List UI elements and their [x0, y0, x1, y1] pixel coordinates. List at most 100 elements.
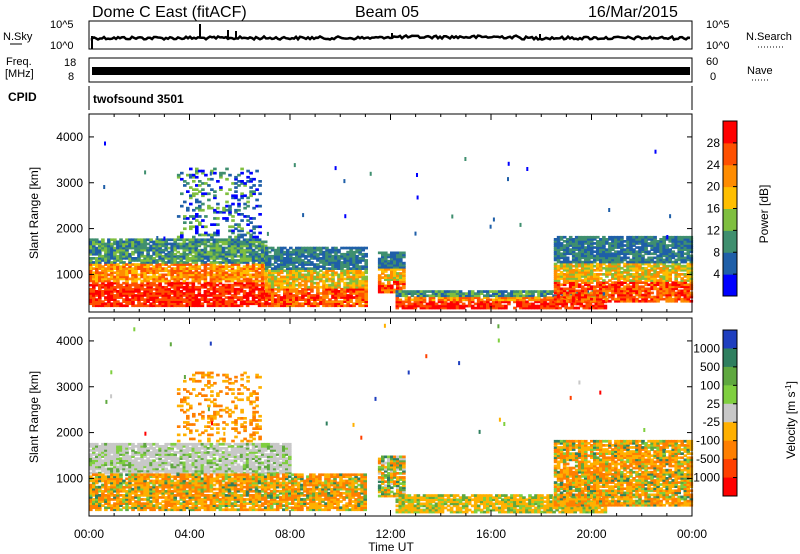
echo-cell [107, 300, 111, 303]
echo-cell [626, 240, 630, 243]
echo-cell [440, 296, 445, 300]
echo-cell [179, 298, 184, 301]
echo-cell [343, 246, 347, 250]
echo-cell [404, 306, 409, 310]
echo-cell [149, 263, 153, 266]
echo-cell [228, 204, 232, 208]
echo-cell [580, 260, 585, 264]
echo-cell [549, 290, 553, 293]
echo-cell [248, 279, 253, 283]
echo-cell [210, 206, 214, 210]
echo-cell [434, 304, 439, 308]
echo-cell [483, 294, 487, 298]
echo-cell [195, 167, 199, 171]
echo-cell [183, 221, 187, 224]
echo-cell [602, 273, 606, 276]
echo-cell [104, 471, 108, 475]
echo-cell [635, 283, 639, 287]
echo-cell [498, 294, 502, 298]
echo-cell [283, 304, 287, 308]
echo-cell [565, 252, 570, 256]
echo-cell [176, 290, 180, 293]
echo-cell [662, 235, 666, 239]
echo-cell [212, 261, 217, 264]
echo-cell [398, 290, 403, 293]
echo-cell [623, 254, 627, 258]
echo-cell [224, 242, 229, 246]
echo-cell [107, 451, 111, 454]
echo-cell [623, 258, 627, 262]
echo-cell [553, 264, 558, 268]
echo-cell [101, 238, 105, 242]
echo-cell [479, 300, 484, 304]
echo-cell [191, 275, 196, 279]
echo-cell [638, 256, 642, 260]
echo-cell [134, 273, 138, 277]
echo-cell [289, 261, 293, 264]
echo-cell [352, 252, 356, 256]
echo-cell [620, 246, 624, 249]
echo-cell [143, 300, 147, 303]
echo-cell [549, 302, 553, 306]
echo-cell [119, 442, 123, 446]
echo-cell [641, 289, 645, 293]
echo-cell [134, 285, 138, 289]
echo-cell [614, 266, 618, 270]
echo-cell [440, 300, 445, 304]
echo-cell [331, 281, 335, 285]
echo-cell [228, 229, 232, 233]
echo-cell [319, 300, 323, 303]
echo-cell [528, 298, 532, 302]
echo-cell [404, 298, 409, 302]
echo-cell [289, 281, 293, 285]
echo-cell [605, 285, 609, 289]
echo-cell [677, 242, 681, 245]
echo-cell [298, 296, 302, 299]
echo-cell [248, 300, 253, 303]
echo-cell [146, 265, 150, 268]
echo-cell [307, 263, 311, 266]
echo-cell [361, 290, 365, 293]
echo-cell [206, 254, 211, 258]
echo-cell [289, 290, 293, 293]
echo-cell [188, 302, 193, 306]
echo-cell [218, 257, 223, 260]
echo-cell [331, 248, 335, 252]
echo-cell [328, 283, 332, 287]
echo-cell [647, 277, 651, 280]
echo-cell [571, 256, 576, 260]
echo-cell [602, 287, 606, 291]
echo-cell [617, 293, 621, 297]
echo-cell [346, 269, 350, 273]
echo-cell [206, 263, 211, 266]
echo-cell [313, 302, 317, 306]
echo-cell [313, 275, 317, 279]
echo-cell [301, 269, 305, 273]
echo-cell [593, 285, 597, 289]
echo-cell [191, 254, 196, 258]
echo-cell [92, 442, 96, 446]
echo-cell [227, 285, 232, 289]
echo-cell [182, 242, 187, 246]
echo-cell [98, 240, 102, 244]
echo-cell [236, 265, 241, 268]
echo-cell [251, 302, 256, 306]
echo-cell [346, 294, 350, 297]
echo-cell [137, 240, 141, 244]
echo-cell [525, 304, 529, 308]
echo-cell [264, 283, 269, 287]
echo-cell [416, 300, 421, 304]
echo-cell [116, 279, 120, 283]
echo-cell [671, 246, 675, 249]
echo-cell [101, 292, 105, 295]
echo-cell [584, 256, 588, 260]
echo-cell [200, 254, 205, 258]
echo-cell [355, 285, 359, 289]
echo-cell [307, 287, 311, 291]
echo-cell [221, 250, 226, 254]
echo-cell [234, 177, 238, 181]
echo-cell [230, 257, 235, 260]
echo-cell [276, 263, 281, 266]
echo-cell [620, 250, 624, 254]
echo-cell [513, 298, 517, 302]
